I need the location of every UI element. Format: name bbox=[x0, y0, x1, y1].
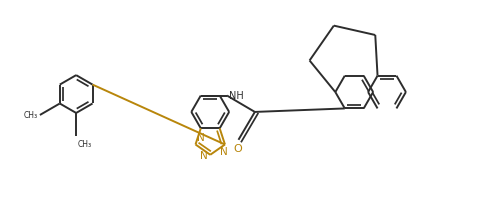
Text: N: N bbox=[197, 133, 204, 143]
Text: NH: NH bbox=[229, 90, 244, 100]
Text: O: O bbox=[233, 143, 242, 153]
Text: N: N bbox=[201, 150, 208, 160]
Text: CH₃: CH₃ bbox=[24, 111, 38, 120]
Text: CH₃: CH₃ bbox=[77, 139, 91, 148]
Text: N: N bbox=[220, 147, 228, 157]
